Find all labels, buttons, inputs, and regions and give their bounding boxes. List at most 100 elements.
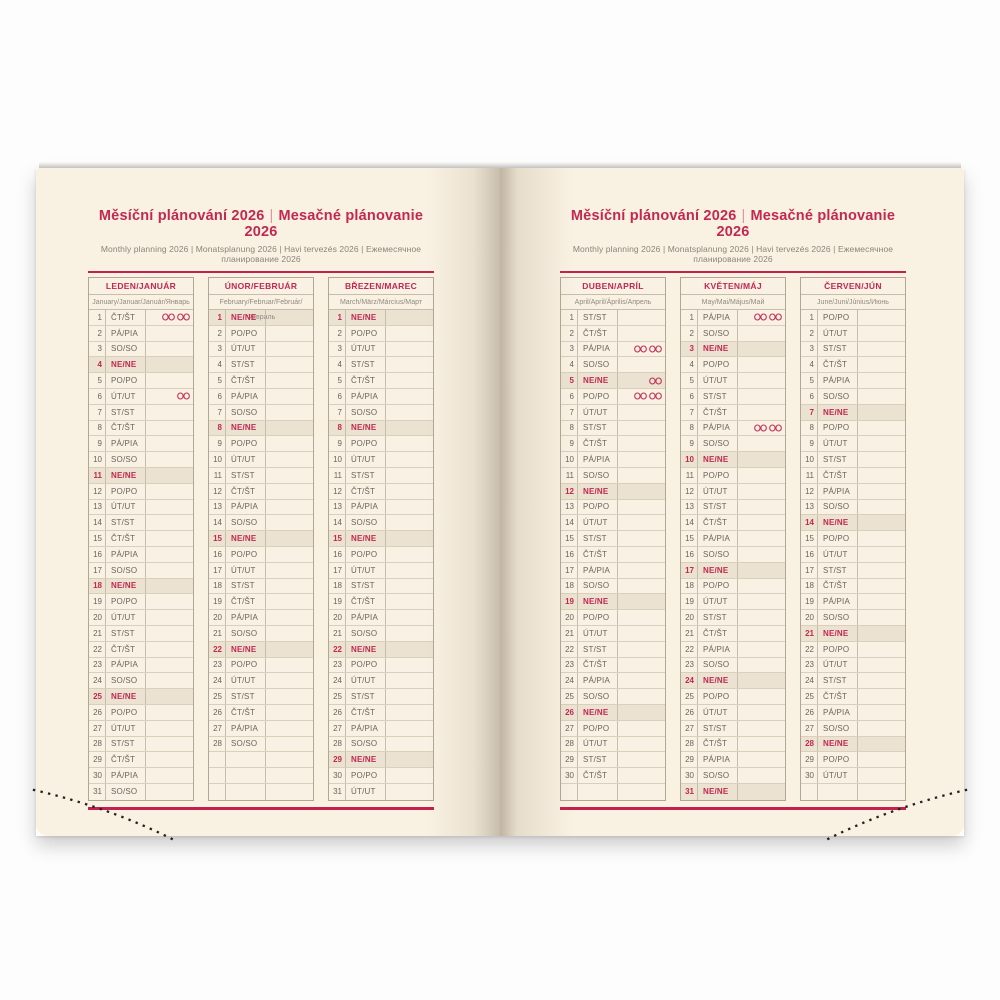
day-abbr: PO/PO <box>698 578 738 594</box>
notes-cell <box>146 342 193 357</box>
month-row: 28 NE/NE <box>801 736 905 753</box>
day-number: 8 <box>681 420 698 436</box>
month-row: 4 PO/PO <box>681 357 785 374</box>
month-row: 10 ST/ST <box>801 452 905 468</box>
notes-cell <box>738 405 785 420</box>
day-abbr: PÁ/PIA <box>818 704 858 720</box>
month-row: 23 PO/PO <box>329 657 433 674</box>
day-abbr: NE/NE <box>346 752 386 768</box>
month-row: 2 SO/SO <box>681 325 785 342</box>
day-number: 27 <box>801 720 818 736</box>
month-row: 16 ČT/ŠT <box>561 546 665 563</box>
month-row: 13 ST/ST <box>681 499 785 516</box>
day-number: 30 <box>681 768 698 783</box>
notes-cell <box>146 468 193 483</box>
page-subtitle: Monthly planning 2026 | Monatsplanung 20… <box>572 244 894 264</box>
day-number: 5 <box>681 373 698 388</box>
day-abbr: ÚT/UT <box>698 373 738 388</box>
notes-cell <box>618 705 665 720</box>
notes-cell <box>266 594 313 609</box>
month-row: 31 NE/NE <box>681 783 785 800</box>
day-number: 21 <box>209 625 226 641</box>
day-number: 17 <box>561 562 578 578</box>
day-abbr: PO/PO <box>698 689 738 704</box>
day-number: 28 <box>209 736 226 752</box>
page-subtitle: Monthly planning 2026 | Monatsplanung 20… <box>100 244 422 264</box>
day-number: 1 <box>681 310 698 325</box>
day-abbr: SO/SO <box>106 452 146 467</box>
month-row: 3 ÚT/UT <box>329 341 433 358</box>
day-abbr: ČT/ŠT <box>226 594 266 610</box>
holiday-double-ring-icon <box>634 392 647 400</box>
notes-cell <box>738 500 785 515</box>
month-row: 23 SO/SO <box>681 657 785 674</box>
month-row: 21 ST/ST <box>89 625 193 642</box>
notes-cell <box>386 405 433 420</box>
month-row: 4 ČT/ŠT <box>801 357 905 374</box>
month-row: 3 ÚT/UT <box>209 341 313 358</box>
day-abbr: NE/NE <box>578 373 618 388</box>
month-row: 27 ÚT/UT <box>89 720 193 737</box>
month-row: 25 ST/ST <box>329 689 433 705</box>
month-row: 13 PÁ/PIA <box>329 499 433 516</box>
month-row: 1 PO/PO <box>801 310 905 326</box>
day-abbr: ÚT/UT <box>818 768 858 783</box>
notes-cell <box>738 768 785 783</box>
day-abbr: PÁ/PIA <box>698 310 738 325</box>
day-number: 2 <box>209 325 226 341</box>
month-row: 6 PO/PO <box>561 388 665 405</box>
notes-cell <box>266 357 313 372</box>
notes-cell <box>146 737 193 752</box>
day-number: 23 <box>561 657 578 673</box>
month-row: 11 ST/ST <box>329 467 433 484</box>
month-row: 16 PO/PO <box>329 546 433 563</box>
day-number: 29 <box>329 752 346 768</box>
month-row: 20 ÚT/UT <box>89 610 193 626</box>
day-number: 13 <box>89 499 106 515</box>
notes-cell <box>738 705 785 720</box>
notes-cell <box>618 563 665 578</box>
day-abbr: PÁ/PIA <box>818 594 858 610</box>
month-row: 17 ÚT/UT <box>329 562 433 579</box>
month-row <box>801 783 905 800</box>
day-number: 26 <box>209 704 226 720</box>
day-abbr: PO/PO <box>106 373 146 388</box>
month-row: 10 SO/SO <box>89 452 193 468</box>
day-abbr: SO/SO <box>226 515 266 531</box>
notes-cell <box>738 468 785 483</box>
month-row: 16 SO/SO <box>681 546 785 563</box>
day-abbr: NE/NE <box>698 452 738 467</box>
month-row: 18 NE/NE <box>89 578 193 595</box>
month-row: 26 ČT/ŠT <box>329 704 433 721</box>
month-row: 17 ÚT/UT <box>209 562 313 579</box>
day-abbr: ST/ST <box>226 467 266 483</box>
notes-cell <box>858 342 905 357</box>
month-row: 20 SO/SO <box>801 610 905 626</box>
notes-cell <box>618 689 665 704</box>
day-number: 1 <box>561 310 578 325</box>
day-abbr: ČT/ŠT <box>346 373 386 388</box>
day-number: 13 <box>329 499 346 515</box>
notes-cell <box>738 594 785 609</box>
notes-cell <box>738 452 785 467</box>
day-abbr: ST/ST <box>346 689 386 704</box>
month-row: 8 ST/ST <box>561 420 665 437</box>
month-row: 15 ČT/ŠT <box>89 531 193 547</box>
month-row: 22 ČT/ŠT <box>89 641 193 658</box>
day-abbr: SO/SO <box>346 515 386 531</box>
day-abbr <box>818 783 858 800</box>
day-abbr: PÁ/PIA <box>226 720 266 736</box>
month-row: 23 PO/PO <box>209 657 313 674</box>
month-row <box>209 783 313 800</box>
month-table: ČERVEN/JÚN June/Juni/Június/Июнь 1 PO/PO 2 ÚT… <box>800 277 906 801</box>
day-number: 2 <box>329 325 346 341</box>
notes-cell <box>266 373 313 388</box>
day-abbr: SO/SO <box>226 625 266 641</box>
notes-cell <box>146 310 193 325</box>
day-number: 5 <box>801 373 818 388</box>
month-row: 29 ČT/ŠT <box>89 752 193 769</box>
day-abbr: ÚT/UT <box>818 657 858 673</box>
day-number: 24 <box>89 673 106 689</box>
holiday-double-ring-icon <box>769 424 782 432</box>
month-row: 19 ČT/ŠT <box>209 594 313 611</box>
